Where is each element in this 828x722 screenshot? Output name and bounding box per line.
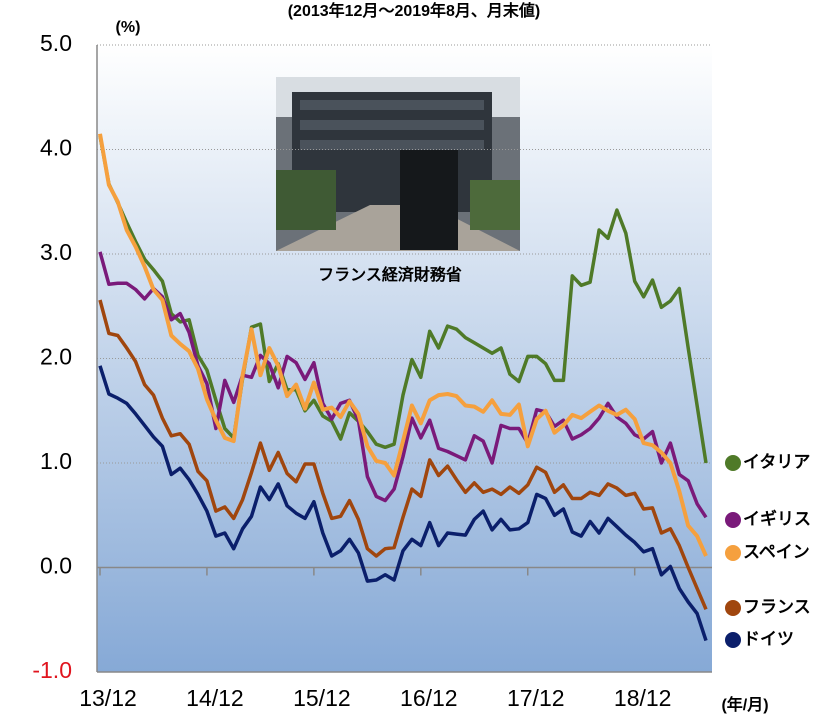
- x-tick-label: 18/12: [614, 685, 672, 711]
- y-tick-label: -1.0: [32, 657, 72, 683]
- y-tick-label: 2.0: [40, 344, 72, 370]
- legend-label: イタリア: [743, 452, 810, 471]
- legend-marker: [725, 512, 741, 528]
- legend-label: フランス: [743, 597, 811, 616]
- y-tick-label: 4.0: [40, 135, 72, 161]
- photo: [276, 77, 520, 251]
- y-unit: (%): [116, 19, 141, 36]
- y-tick-label: 0.0: [40, 553, 72, 579]
- legend-label: イギリス: [743, 509, 811, 528]
- photo-caption: フランス経済財務省: [318, 265, 462, 284]
- legend-marker: [725, 600, 741, 616]
- chart-title: (2013年12月～2019年8月、月末値): [288, 1, 541, 20]
- x-tick-label: 15/12: [293, 685, 351, 711]
- y-tick-label: 1.0: [40, 448, 72, 474]
- x-tick-label: 14/12: [186, 685, 244, 711]
- legend-marker: [725, 455, 741, 471]
- x-unit: (年/月): [721, 695, 768, 714]
- legend-marker: [725, 632, 741, 648]
- y-tick-label: 3.0: [40, 239, 72, 265]
- x-tick-label: 16/12: [400, 685, 458, 711]
- y-tick-label: 5.0: [40, 30, 72, 56]
- legend-marker: [725, 545, 741, 561]
- chart: (2013年12月～2019年8月、月末値) (%) (年/月) フランス経済財…: [0, 0, 828, 722]
- x-tick-label: 13/12: [79, 685, 137, 711]
- legend-label: スペイン: [743, 542, 810, 561]
- legend-label: ドイツ: [743, 629, 794, 648]
- x-tick-label: 17/12: [507, 685, 565, 711]
